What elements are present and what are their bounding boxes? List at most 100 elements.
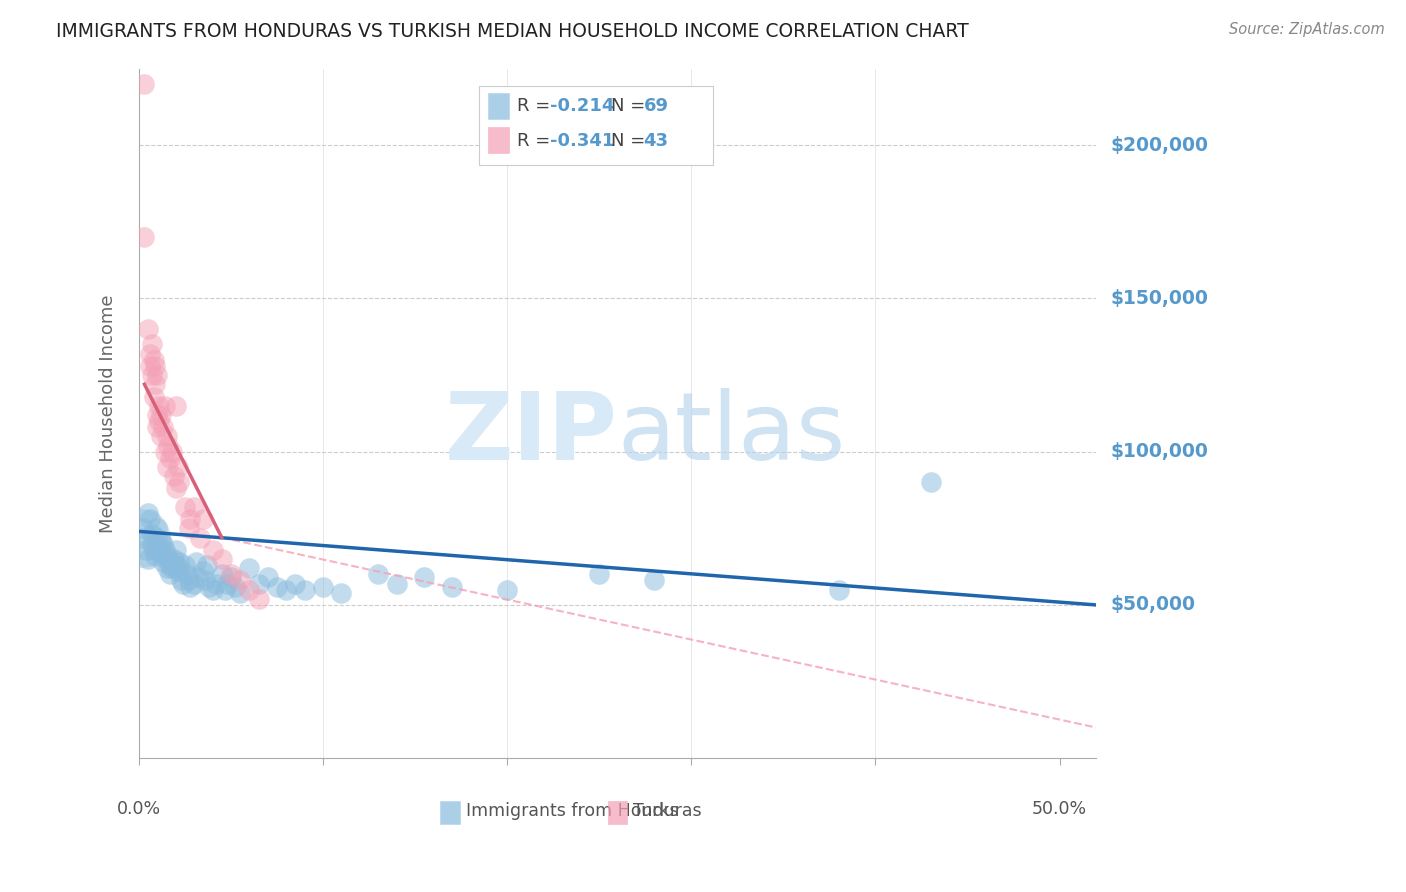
Point xyxy=(148,414,170,428)
Point xyxy=(247,591,270,606)
Text: Turks: Turks xyxy=(633,802,679,821)
Text: IMMIGRANTS FROM HONDURAS VS TURKISH MEDIAN HOUSEHOLD INCOME CORRELATION CHART: IMMIGRANTS FROM HONDURAS VS TURKISH MEDI… xyxy=(56,22,969,41)
Point xyxy=(183,576,205,591)
Point xyxy=(177,521,200,535)
Point xyxy=(152,536,174,550)
Point xyxy=(136,552,159,566)
Point xyxy=(134,230,156,244)
Point xyxy=(284,576,307,591)
Text: -0.214: -0.214 xyxy=(550,97,614,115)
Point xyxy=(153,399,176,413)
Point xyxy=(141,536,163,550)
Point xyxy=(152,420,174,434)
Text: $100,000: $100,000 xyxy=(1111,442,1208,461)
Point xyxy=(367,567,389,582)
Point xyxy=(266,580,288,594)
Point xyxy=(330,585,353,599)
Point xyxy=(195,558,218,573)
Text: ZIP: ZIP xyxy=(444,388,617,480)
Point xyxy=(160,561,183,575)
Point xyxy=(146,420,169,434)
Point xyxy=(172,576,194,591)
Text: N =: N = xyxy=(612,132,651,150)
Point xyxy=(149,408,172,422)
Point xyxy=(165,542,187,557)
Point xyxy=(148,399,170,413)
Text: 69: 69 xyxy=(644,97,668,115)
Point xyxy=(148,540,170,554)
Point xyxy=(131,521,153,535)
Point xyxy=(188,531,211,545)
Point xyxy=(229,585,252,599)
Point xyxy=(159,567,181,582)
Text: $50,000: $50,000 xyxy=(1111,596,1195,615)
Point xyxy=(139,512,162,526)
Point xyxy=(134,531,156,545)
Point xyxy=(163,552,186,566)
Point xyxy=(211,552,233,566)
Point xyxy=(166,460,188,475)
Text: 0.0%: 0.0% xyxy=(117,799,160,818)
Point xyxy=(141,337,163,351)
Point xyxy=(229,574,252,588)
FancyBboxPatch shape xyxy=(440,801,460,823)
Point xyxy=(238,582,260,597)
Point xyxy=(157,549,180,563)
Point xyxy=(169,555,191,569)
Point xyxy=(256,570,278,584)
Point xyxy=(160,444,183,458)
Point xyxy=(496,582,519,597)
Point xyxy=(276,582,298,597)
Point xyxy=(142,390,165,404)
Point xyxy=(142,352,165,367)
Point xyxy=(155,429,177,443)
Text: N =: N = xyxy=(612,97,651,115)
Point xyxy=(920,475,942,490)
Point xyxy=(174,500,197,514)
Point xyxy=(193,564,215,578)
Point xyxy=(155,552,177,566)
Point xyxy=(129,531,152,545)
Point xyxy=(139,359,162,373)
Point xyxy=(153,444,176,458)
Point xyxy=(149,546,172,560)
FancyBboxPatch shape xyxy=(488,128,509,153)
Text: Immigrants from Honduras: Immigrants from Honduras xyxy=(467,802,702,821)
Point xyxy=(217,576,239,591)
Point xyxy=(141,527,163,541)
FancyBboxPatch shape xyxy=(607,801,627,823)
Point xyxy=(135,542,157,557)
Point xyxy=(827,582,849,597)
Point xyxy=(643,574,665,588)
Point xyxy=(145,377,167,392)
Point xyxy=(146,408,169,422)
Point xyxy=(174,558,197,573)
Point xyxy=(149,533,172,548)
Point xyxy=(440,580,463,594)
Point xyxy=(159,558,181,573)
Point xyxy=(159,450,181,465)
Point xyxy=(136,506,159,520)
FancyBboxPatch shape xyxy=(479,86,713,165)
Point xyxy=(294,582,316,597)
Text: 50.0%: 50.0% xyxy=(1032,799,1087,818)
Point xyxy=(163,469,186,483)
Point xyxy=(183,500,205,514)
Point xyxy=(219,570,242,584)
Point xyxy=(165,482,187,496)
Point xyxy=(214,582,236,597)
Point xyxy=(184,555,207,569)
Point xyxy=(152,555,174,569)
Point xyxy=(142,542,165,557)
Point xyxy=(179,580,201,594)
Point xyxy=(146,368,169,382)
Point xyxy=(136,322,159,336)
Point xyxy=(219,567,242,582)
Point xyxy=(312,580,335,594)
Point xyxy=(165,558,187,573)
Point xyxy=(146,521,169,535)
Point xyxy=(166,564,188,578)
Text: -0.341: -0.341 xyxy=(550,132,614,150)
Text: R =: R = xyxy=(517,97,557,115)
Point xyxy=(198,580,221,594)
